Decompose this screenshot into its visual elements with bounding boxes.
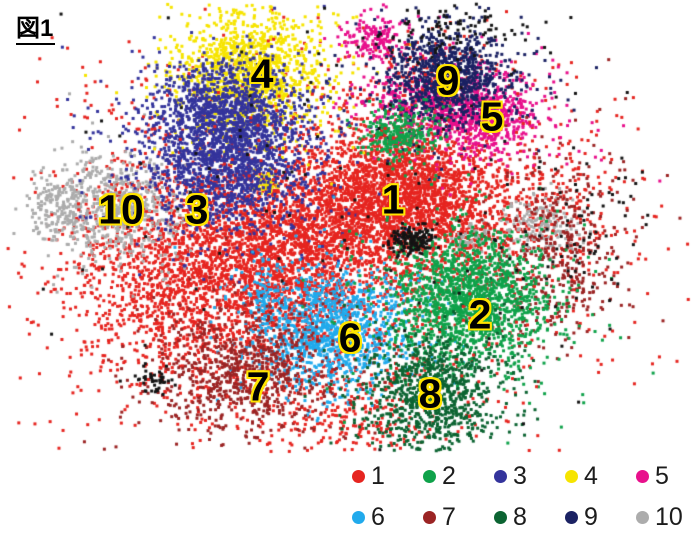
cluster-label-8: 8 (418, 370, 442, 417)
legend-label-7: 7 (442, 502, 456, 531)
legend-label-5: 5 (655, 461, 669, 490)
legend-row-1: 1 2 3 4 5 (352, 461, 700, 491)
legend-color-dot-9 (565, 510, 578, 524)
cluster-label-1: 1 (381, 176, 405, 223)
cluster-label-2: 2 (468, 291, 492, 338)
legend-label-3: 3 (513, 461, 527, 490)
cluster-label-3: 3 (185, 186, 209, 233)
cluster-label-6: 6 (338, 314, 362, 361)
legend-label-6: 6 (371, 502, 385, 531)
legend-color-dot-3 (494, 469, 507, 483)
legend-item-3: 3 (494, 461, 565, 491)
legend-item-9: 9 (565, 502, 636, 532)
legend-label-2: 2 (442, 461, 456, 490)
legend-label-9: 9 (584, 502, 598, 531)
legend-label-8: 8 (513, 502, 527, 531)
legend-color-dot-6 (352, 510, 365, 524)
cluster-label-5: 5 (480, 93, 504, 140)
legend-color-dot-8 (494, 510, 507, 524)
legend-item-5: 5 (636, 461, 700, 491)
legend-item-8: 8 (494, 502, 565, 532)
legend-color-dot-4 (565, 469, 578, 483)
legend-item-1: 1 (352, 461, 423, 491)
legend-color-dot-5 (636, 469, 649, 483)
cluster-label-10: 10 (98, 186, 144, 233)
legend-row-2: 6 7 8 9 10 (352, 502, 700, 532)
figure-title: 図1 (16, 15, 56, 46)
cluster-label-4: 4 (250, 50, 274, 97)
legend-item-2: 2 (423, 461, 494, 491)
legend-item-10: 10 (636, 502, 700, 532)
legend-label-10: 10 (655, 502, 683, 531)
cluster-label-9: 9 (436, 57, 460, 104)
legend-color-dot-10 (636, 510, 649, 524)
scatter-plot-canvas (0, 0, 700, 458)
legend-item-6: 6 (352, 502, 423, 532)
legend-label-1: 1 (371, 461, 385, 490)
cluster-label-7: 7 (246, 363, 270, 410)
legend-color-dot-7 (423, 510, 436, 524)
legend-label-4: 4 (584, 461, 598, 490)
legend-item-7: 7 (423, 502, 494, 532)
legend-color-dot-1 (352, 469, 365, 483)
legend-item-4: 4 (565, 461, 636, 491)
legend-color-dot-2 (423, 469, 436, 483)
